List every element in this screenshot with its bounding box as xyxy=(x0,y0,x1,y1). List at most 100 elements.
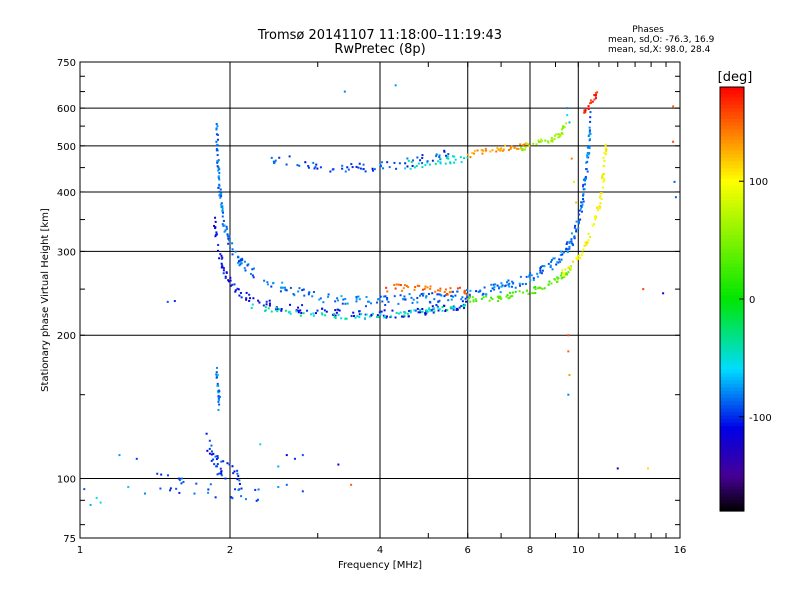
data-point xyxy=(499,291,502,294)
phase-info-line1: mean, sd,O: -76.3, 16.9 xyxy=(608,35,715,45)
data-point xyxy=(507,297,510,300)
data-point xyxy=(594,94,597,97)
data-point xyxy=(284,309,287,312)
data-point xyxy=(216,249,219,252)
colorbar-segment xyxy=(720,330,744,335)
data-point xyxy=(351,166,354,169)
data-point xyxy=(375,301,378,304)
data-point xyxy=(432,311,435,314)
colorbar-segment xyxy=(720,214,744,219)
data-point xyxy=(282,286,285,289)
data-point xyxy=(585,242,588,245)
data-point xyxy=(272,281,275,284)
data-point xyxy=(443,304,446,307)
colorbar-segment xyxy=(720,175,744,180)
data-point xyxy=(524,142,527,145)
colorbar-segment xyxy=(720,171,744,176)
data-point xyxy=(601,173,604,176)
data-point xyxy=(169,487,172,490)
data-point xyxy=(371,167,374,170)
data-point xyxy=(329,170,332,173)
data-point xyxy=(496,295,499,298)
colorbar-segment xyxy=(720,450,744,456)
colorbar-segment xyxy=(720,313,744,318)
data-point xyxy=(567,334,570,337)
colorbar-segment xyxy=(720,362,744,367)
data-point xyxy=(593,223,596,226)
data-point xyxy=(247,263,250,266)
x-tick-label: 4 xyxy=(377,545,383,556)
data-point xyxy=(386,161,389,164)
y-tick-label: 75 xyxy=(63,534,76,545)
colorbar-segment xyxy=(720,394,744,399)
y-axis-label: Stationary phase Virtual Height [km] xyxy=(40,208,51,392)
data-point xyxy=(471,152,474,155)
data-point xyxy=(550,260,553,263)
data-point xyxy=(221,210,224,213)
data-point xyxy=(507,283,510,286)
data-point xyxy=(464,303,467,306)
colorbar-segment xyxy=(720,496,744,501)
data-point xyxy=(178,491,181,494)
data-point xyxy=(586,146,589,149)
data-point xyxy=(429,301,432,304)
data-point xyxy=(334,317,337,320)
data-point xyxy=(213,224,216,227)
data-point xyxy=(216,456,219,459)
data-point xyxy=(436,293,439,296)
data-point xyxy=(299,314,302,317)
data-point xyxy=(496,146,499,149)
data-point xyxy=(417,162,420,165)
data-point xyxy=(499,295,502,298)
data-point xyxy=(344,297,347,300)
data-point xyxy=(346,302,349,305)
data-point xyxy=(344,302,347,305)
data-point xyxy=(588,151,591,154)
data-point xyxy=(215,147,218,150)
data-point xyxy=(569,266,572,269)
data-point xyxy=(353,314,356,317)
data-point xyxy=(463,307,466,310)
data-point xyxy=(180,482,183,485)
data-point xyxy=(584,241,587,244)
data-point xyxy=(292,293,295,296)
data-point xyxy=(277,485,280,488)
data-point xyxy=(584,109,587,112)
data-point xyxy=(237,288,240,291)
data-point xyxy=(227,279,230,282)
data-point xyxy=(350,314,353,317)
data-point xyxy=(587,107,590,110)
data-point xyxy=(518,282,521,285)
data-point xyxy=(215,373,218,376)
data-point xyxy=(505,295,508,298)
data-point xyxy=(594,218,597,221)
data-point xyxy=(550,282,553,285)
data-point xyxy=(553,134,556,137)
data-point xyxy=(536,272,539,275)
data-point xyxy=(159,487,162,490)
data-point xyxy=(257,488,260,491)
data-point xyxy=(600,197,603,200)
data-point xyxy=(449,306,452,309)
data-point xyxy=(216,154,219,157)
data-point xyxy=(249,297,252,300)
data-point xyxy=(480,297,483,300)
data-point xyxy=(591,224,594,227)
data-point xyxy=(489,150,492,153)
data-point xyxy=(426,161,429,164)
data-point xyxy=(412,298,415,301)
colorbar-segment xyxy=(720,373,744,378)
data-point xyxy=(450,298,453,301)
colorbar-segment xyxy=(720,189,744,194)
data-point xyxy=(218,257,221,260)
data-point xyxy=(546,140,549,143)
data-point xyxy=(577,254,580,257)
data-point xyxy=(585,177,588,180)
phase-info-line2: mean, sd,X: 98.0, 28.4 xyxy=(608,45,711,55)
data-point xyxy=(289,303,292,306)
data-point xyxy=(398,162,401,165)
data-point xyxy=(433,310,436,313)
data-point xyxy=(568,245,571,248)
data-point xyxy=(355,295,358,298)
data-point xyxy=(379,165,382,168)
